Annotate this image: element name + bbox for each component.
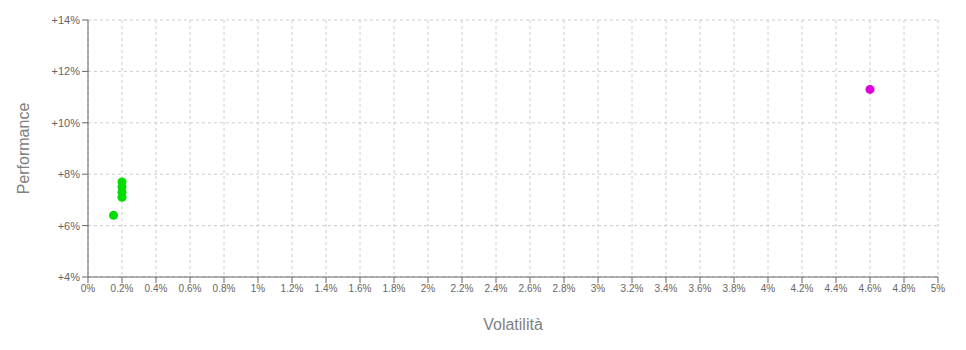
svg-text:2.6%: 2.6% (519, 283, 542, 294)
svg-text:4.2%: 4.2% (791, 283, 814, 294)
svg-text:2.8%: 2.8% (553, 283, 576, 294)
svg-text:2.4%: 2.4% (485, 283, 508, 294)
svg-text:0.2%: 0.2% (111, 283, 134, 294)
svg-text:+4%: +4% (58, 271, 81, 283)
svg-text:+10%: +10% (52, 117, 81, 129)
svg-text:2%: 2% (421, 283, 436, 294)
svg-text:5%: 5% (931, 283, 946, 294)
svg-text:+6%: +6% (58, 220, 81, 232)
svg-text:4.8%: 4.8% (893, 283, 916, 294)
svg-text:1.2%: 1.2% (281, 283, 304, 294)
svg-text:1.6%: 1.6% (349, 283, 372, 294)
svg-text:0.4%: 0.4% (145, 283, 168, 294)
svg-text:4%: 4% (761, 283, 776, 294)
svg-text:1.8%: 1.8% (383, 283, 406, 294)
svg-text:3.6%: 3.6% (689, 283, 712, 294)
svg-text:1.4%: 1.4% (315, 283, 338, 294)
svg-text:2.2%: 2.2% (451, 283, 474, 294)
svg-text:1%: 1% (251, 283, 266, 294)
svg-text:Volatilità: Volatilità (483, 316, 543, 333)
svg-text:0.8%: 0.8% (213, 283, 236, 294)
svg-text:4.6%: 4.6% (859, 283, 882, 294)
svg-text:Performance: Performance (15, 103, 32, 195)
svg-text:3.8%: 3.8% (723, 283, 746, 294)
svg-text:0%: 0% (81, 283, 96, 294)
svg-text:3%: 3% (591, 283, 606, 294)
svg-text:4.4%: 4.4% (825, 283, 848, 294)
svg-text:+8%: +8% (58, 168, 81, 180)
svg-text:+14%: +14% (52, 14, 81, 26)
svg-text:0.6%: 0.6% (179, 283, 202, 294)
svg-text:+12%: +12% (52, 65, 81, 77)
svg-text:3.4%: 3.4% (655, 283, 678, 294)
svg-text:3.2%: 3.2% (621, 283, 644, 294)
